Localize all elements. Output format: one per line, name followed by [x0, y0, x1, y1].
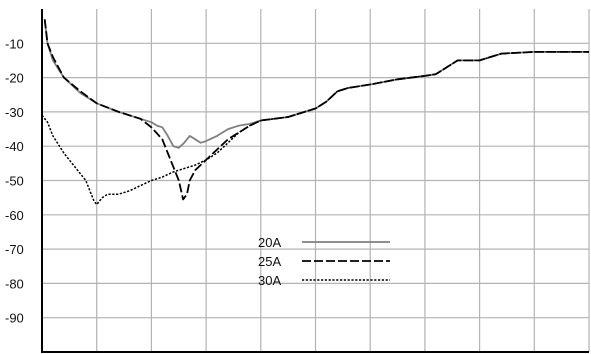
y-tick-label: -60 [5, 208, 24, 223]
y-tick-label: -40 [5, 139, 24, 154]
y-tick-labels: -10 -20 -30 -40 -50 -60 -70 -80 -90 [5, 36, 24, 325]
legend-label-25a: 25A [258, 254, 281, 269]
series-line-30a [41, 51, 589, 206]
y-tick-label: -50 [5, 174, 24, 189]
axes [41, 9, 589, 353]
y-tick-label: -30 [5, 105, 24, 120]
y-tick-label: -70 [5, 242, 24, 257]
legend: 20A 25A 30A [258, 235, 390, 288]
grid [41, 9, 590, 352]
legend-label-30a: 30A [258, 273, 281, 288]
y-tick-label: -20 [5, 71, 24, 86]
y-tick-label: -90 [5, 311, 24, 326]
series-group [41, 19, 589, 206]
legend-label-20a: 20A [258, 235, 281, 250]
y-tick-label: -80 [5, 276, 24, 291]
series-line-25a [43, 19, 589, 201]
y-tick-label: -10 [5, 36, 24, 51]
series-line-20a [43, 19, 589, 149]
